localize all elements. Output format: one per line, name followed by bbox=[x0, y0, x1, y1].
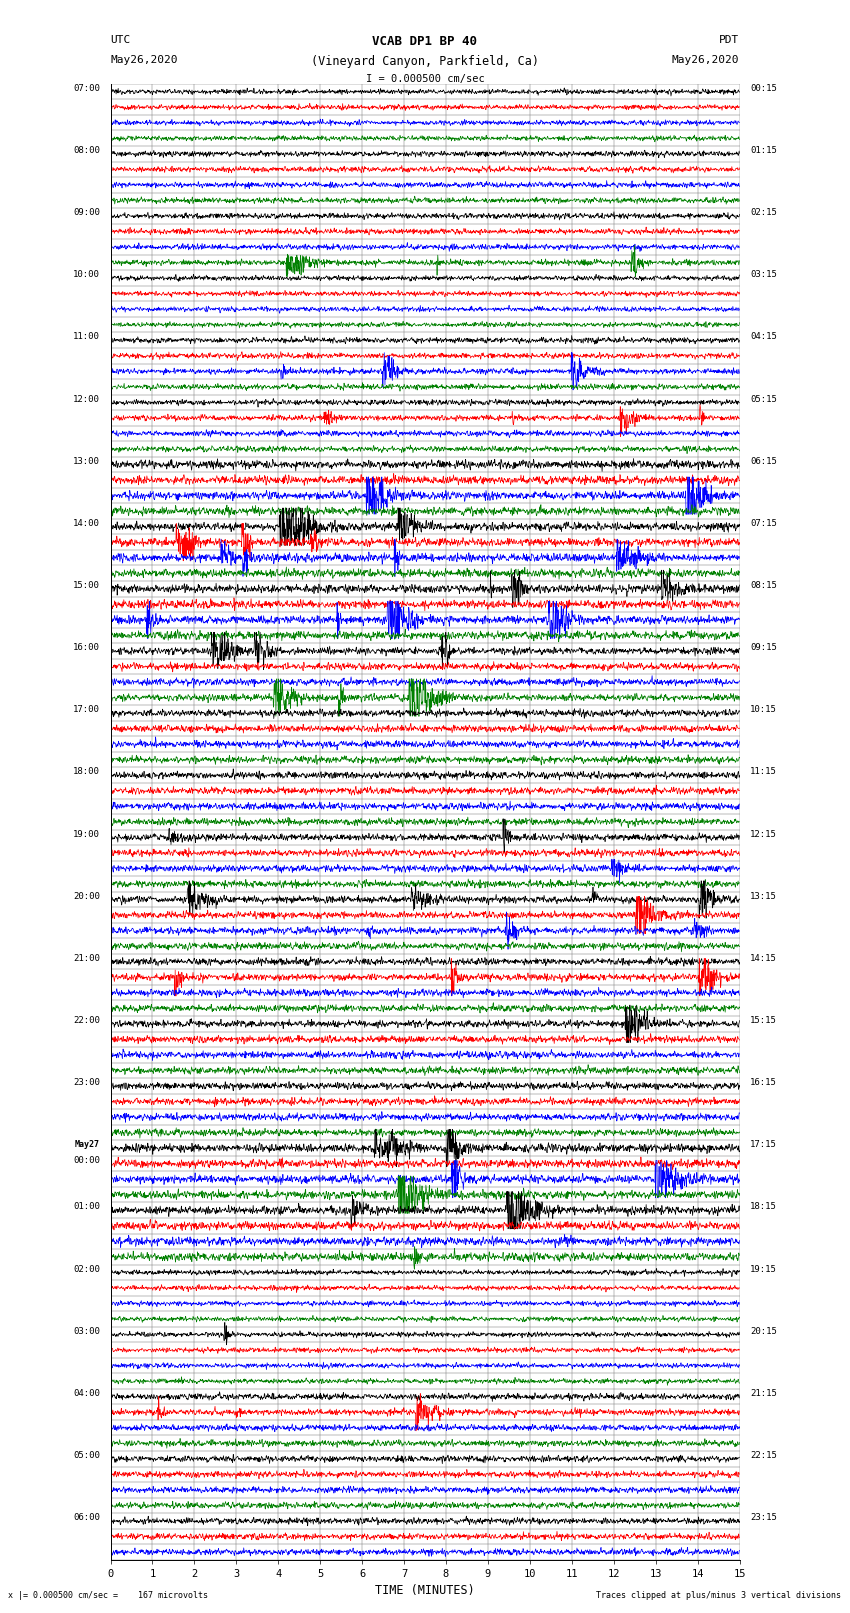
Text: 08:00: 08:00 bbox=[73, 147, 100, 155]
Text: 13:15: 13:15 bbox=[750, 892, 777, 900]
Text: 11:00: 11:00 bbox=[73, 332, 100, 342]
Text: 02:15: 02:15 bbox=[750, 208, 777, 218]
Text: 05:00: 05:00 bbox=[73, 1452, 100, 1460]
Text: 21:15: 21:15 bbox=[750, 1389, 777, 1398]
Text: 03:15: 03:15 bbox=[750, 271, 777, 279]
Text: 15:00: 15:00 bbox=[73, 581, 100, 590]
Text: 13:00: 13:00 bbox=[73, 456, 100, 466]
Text: 17:00: 17:00 bbox=[73, 705, 100, 715]
Text: 05:15: 05:15 bbox=[750, 395, 777, 403]
Text: 01:15: 01:15 bbox=[750, 147, 777, 155]
Text: 23:15: 23:15 bbox=[750, 1513, 777, 1523]
Text: I = 0.000500 cm/sec: I = 0.000500 cm/sec bbox=[366, 74, 484, 84]
Text: 16:00: 16:00 bbox=[73, 644, 100, 652]
Text: May27: May27 bbox=[75, 1140, 100, 1150]
Text: 08:15: 08:15 bbox=[750, 581, 777, 590]
Text: 03:00: 03:00 bbox=[73, 1327, 100, 1336]
Text: 00:15: 00:15 bbox=[750, 84, 777, 94]
Text: 23:00: 23:00 bbox=[73, 1077, 100, 1087]
Text: 12:00: 12:00 bbox=[73, 395, 100, 403]
Text: 07:00: 07:00 bbox=[73, 84, 100, 94]
Text: 19:15: 19:15 bbox=[750, 1265, 777, 1274]
Text: UTC: UTC bbox=[110, 35, 131, 45]
Text: Traces clipped at plus/minus 3 vertical divisions: Traces clipped at plus/minus 3 vertical … bbox=[597, 1590, 842, 1600]
Text: May26,2020: May26,2020 bbox=[672, 55, 740, 65]
Text: May26,2020: May26,2020 bbox=[110, 55, 178, 65]
Text: 01:00: 01:00 bbox=[73, 1202, 100, 1211]
Text: 06:15: 06:15 bbox=[750, 456, 777, 466]
Text: PDT: PDT bbox=[719, 35, 740, 45]
Text: 20:00: 20:00 bbox=[73, 892, 100, 900]
Text: 14:00: 14:00 bbox=[73, 519, 100, 527]
Text: 06:00: 06:00 bbox=[73, 1513, 100, 1523]
Text: 15:15: 15:15 bbox=[750, 1016, 777, 1024]
Text: 09:15: 09:15 bbox=[750, 644, 777, 652]
Text: 21:00: 21:00 bbox=[73, 953, 100, 963]
Text: x |= 0.000500 cm/sec =    167 microvolts: x |= 0.000500 cm/sec = 167 microvolts bbox=[8, 1590, 208, 1600]
X-axis label: TIME (MINUTES): TIME (MINUTES) bbox=[375, 1584, 475, 1597]
Text: 18:15: 18:15 bbox=[750, 1202, 777, 1211]
Text: 16:15: 16:15 bbox=[750, 1077, 777, 1087]
Text: 10:00: 10:00 bbox=[73, 271, 100, 279]
Text: 17:15: 17:15 bbox=[750, 1140, 777, 1150]
Text: 04:00: 04:00 bbox=[73, 1389, 100, 1398]
Text: 14:15: 14:15 bbox=[750, 953, 777, 963]
Text: 04:15: 04:15 bbox=[750, 332, 777, 342]
Text: 10:15: 10:15 bbox=[750, 705, 777, 715]
Text: 09:00: 09:00 bbox=[73, 208, 100, 218]
Text: 00:00: 00:00 bbox=[73, 1157, 100, 1165]
Text: 12:15: 12:15 bbox=[750, 829, 777, 839]
Text: 02:00: 02:00 bbox=[73, 1265, 100, 1274]
Text: 11:15: 11:15 bbox=[750, 768, 777, 776]
Text: 18:00: 18:00 bbox=[73, 768, 100, 776]
Text: 22:15: 22:15 bbox=[750, 1452, 777, 1460]
Text: (Vineyard Canyon, Parkfield, Ca): (Vineyard Canyon, Parkfield, Ca) bbox=[311, 55, 539, 68]
Text: 19:00: 19:00 bbox=[73, 829, 100, 839]
Text: 20:15: 20:15 bbox=[750, 1327, 777, 1336]
Text: 07:15: 07:15 bbox=[750, 519, 777, 527]
Text: 22:00: 22:00 bbox=[73, 1016, 100, 1024]
Text: VCAB DP1 BP 40: VCAB DP1 BP 40 bbox=[372, 35, 478, 48]
